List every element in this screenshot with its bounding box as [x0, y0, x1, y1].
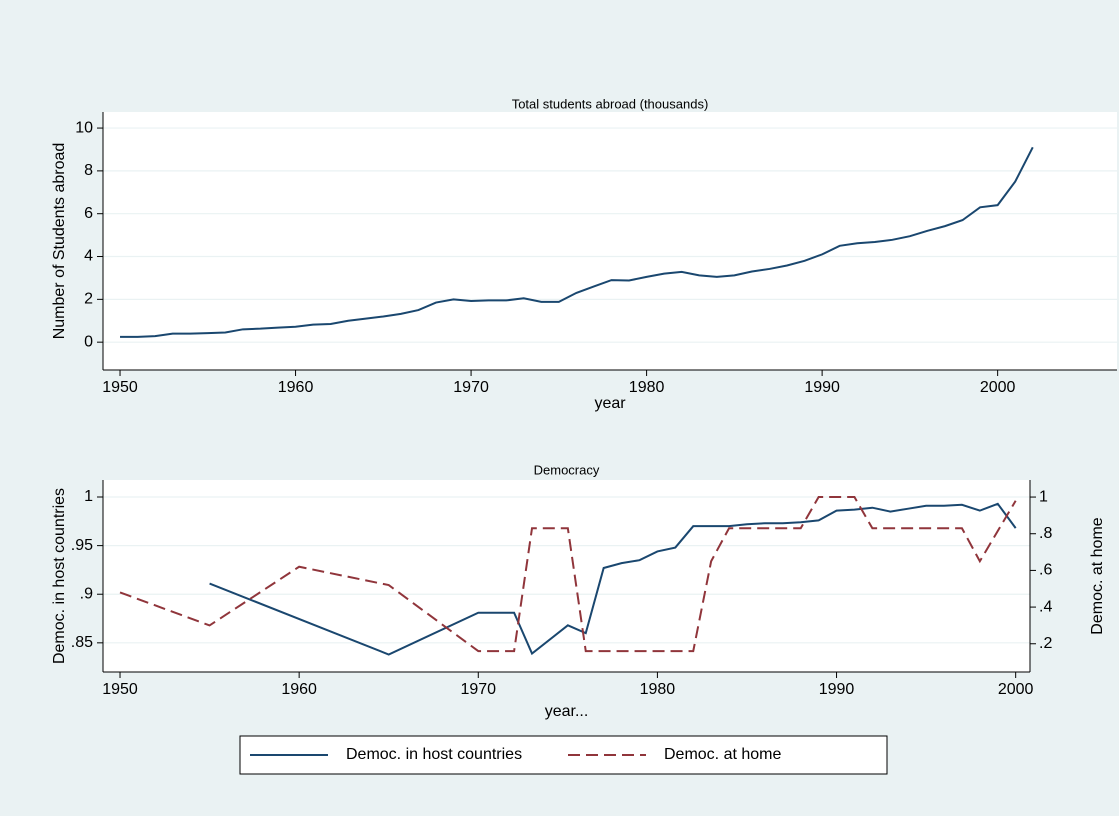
series-line	[209, 502, 1017, 656]
chart-title: Total students abroad (thousands)	[512, 96, 709, 111]
plot-area	[103, 112, 1117, 370]
y-tick-label: 10	[75, 119, 93, 136]
x-tick-label: 1960	[278, 379, 314, 396]
x-tick-label: 1970	[460, 681, 496, 698]
chart-title: Democracy	[534, 462, 600, 477]
x-tick-label: 1960	[281, 681, 317, 698]
series-line	[119, 496, 1017, 653]
plot-area	[103, 480, 1030, 672]
series-line	[120, 146, 1034, 338]
x-tick-label: 1980	[629, 379, 665, 396]
x-tick-label: 1950	[102, 379, 138, 396]
y2-tick-label: .2	[1039, 635, 1052, 652]
y2-tick-label: 1	[1039, 488, 1048, 505]
y-tick-label: 8	[84, 162, 93, 179]
y2-tick-label: .6	[1039, 562, 1052, 579]
y-tick-label: 2	[84, 291, 93, 308]
legend-label: Democ. in host countries	[346, 746, 522, 763]
y-tick-label: 0	[84, 333, 93, 350]
y2-tick-label: .4	[1039, 598, 1052, 615]
y2-axis-label: Democ. at home	[1089, 517, 1106, 634]
x-tick-label: 1990	[819, 681, 855, 698]
x-tick-label: 1970	[453, 379, 489, 396]
x-tick-label: 2000	[980, 379, 1016, 396]
y-tick-label: .9	[80, 585, 93, 602]
x-axis-label: year	[594, 395, 626, 412]
x-tick-label: 1980	[640, 681, 676, 698]
x-tick-label: 1990	[804, 379, 840, 396]
y-tick-label: 6	[84, 205, 93, 222]
x-axis-label: year...	[545, 703, 589, 720]
legend-label: Democ. at home	[664, 746, 781, 763]
y-tick-label: 4	[84, 248, 93, 265]
y-axis-label: Democ. in host countries	[51, 488, 68, 664]
y-axis-label: Number of Students abroad	[51, 143, 68, 340]
x-tick-label: 2000	[998, 681, 1034, 698]
y-tick-label: .95	[71, 537, 93, 554]
legend-box	[239, 735, 888, 775]
y-tick-label: 1	[84, 488, 93, 505]
y-tick-label: .85	[71, 634, 93, 651]
y2-tick-label: .8	[1039, 525, 1052, 542]
x-tick-label: 1950	[102, 681, 138, 698]
